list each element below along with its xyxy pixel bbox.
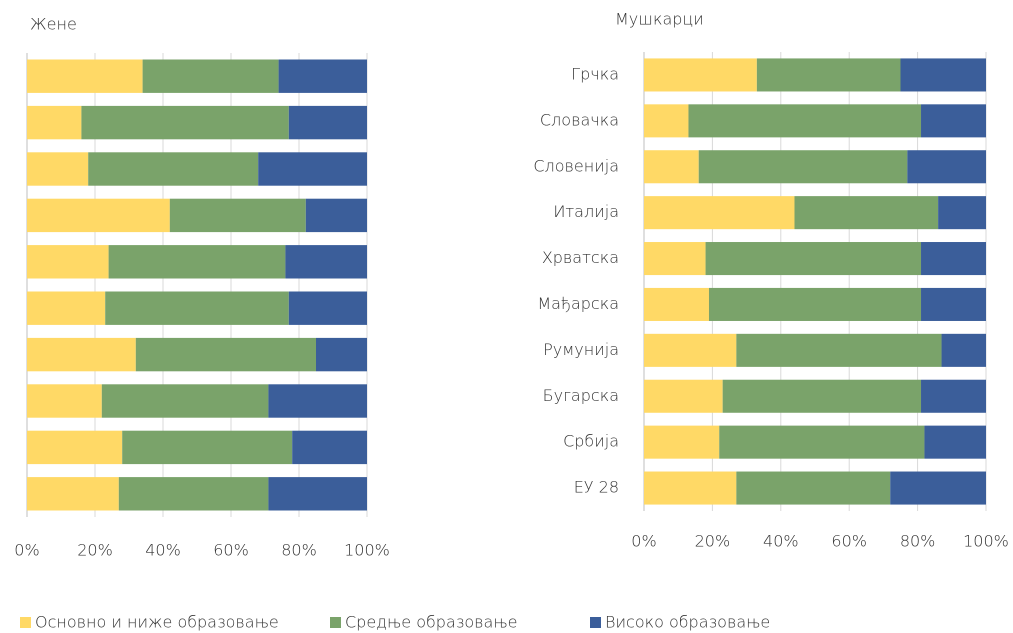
y-tick-label: Словачка [540, 110, 619, 129]
y-tick-label: ЕУ 28 [574, 478, 619, 497]
bar-segment [644, 333, 737, 367]
legend-label: Високо образовање [605, 613, 770, 632]
legend-label: Основно и ниже образовање [35, 613, 279, 632]
bar-segment [292, 430, 367, 465]
bar-segment [794, 196, 939, 230]
bar-segment [921, 287, 986, 321]
x-tick-label: 60% [831, 532, 867, 551]
x-tick-label: 60% [213, 541, 249, 560]
bar-segment [644, 471, 737, 505]
x-tick-label: 100% [963, 532, 1009, 551]
bar-segment [907, 150, 986, 184]
bar-segment [135, 337, 316, 372]
bar-segment [921, 104, 986, 138]
bar-segment [288, 105, 367, 140]
legend-swatch [330, 617, 341, 628]
legend-swatch [20, 617, 31, 628]
bar-segment [890, 471, 986, 505]
bar-segment [305, 198, 367, 233]
bar-segment [122, 430, 293, 465]
y-tick-label: Хрватска [542, 248, 619, 267]
bar-segment [88, 152, 259, 186]
legend-label: Средње образовање [345, 613, 517, 632]
bar-segment [698, 150, 908, 184]
x-tick-label: 20% [695, 532, 731, 551]
bar-segment [105, 291, 289, 325]
y-tick-label: Румунија [543, 340, 619, 359]
y-tick-label: Словенија [533, 156, 619, 175]
bar-segment [278, 59, 367, 93]
bar-segment [938, 196, 986, 230]
bar-segment [27, 291, 106, 325]
bar-segment [924, 425, 986, 459]
bar-segment [258, 152, 367, 186]
bar-segment [27, 59, 143, 93]
bar-segment [27, 430, 123, 465]
bar-segment [644, 150, 699, 184]
bar-segment [921, 379, 986, 413]
bar-segment [705, 242, 922, 276]
x-tick-label: 40% [763, 532, 799, 551]
bar-segment [756, 58, 901, 92]
bar-segment [736, 471, 891, 505]
chart-title: Жене [30, 15, 77, 34]
bar-segment [921, 242, 986, 276]
bar-segment [118, 477, 269, 511]
bar-segment [316, 337, 367, 372]
y-tick-label: Италија [553, 202, 619, 221]
bar-segment [108, 245, 286, 279]
bar-segment [719, 425, 925, 459]
chart-title: Мушкарци [615, 10, 704, 29]
bar-segment [288, 291, 367, 325]
bar-segment [708, 287, 922, 321]
bar-segment [27, 477, 119, 511]
bar-segment [644, 58, 757, 92]
legend-swatch [590, 617, 601, 628]
bar-segment [27, 337, 136, 372]
x-tick-label: 100% [344, 541, 390, 560]
bar-segment [736, 333, 942, 367]
bar-segment [644, 379, 723, 413]
bar-segment [27, 105, 82, 140]
y-tick-label: Бугарска [543, 386, 619, 405]
x-tick-label: 80% [281, 541, 317, 560]
bar-segment [27, 384, 102, 418]
bar-segment [268, 384, 367, 418]
bar-segment [644, 196, 795, 230]
bar-segment [169, 198, 306, 233]
bar-segment [722, 379, 922, 413]
bar-segment [688, 104, 922, 138]
x-tick-label: 80% [900, 532, 936, 551]
bar-segment [27, 198, 170, 233]
bar-segment [27, 245, 109, 279]
x-tick-label: 0% [14, 541, 39, 560]
bar-segment [644, 287, 709, 321]
x-tick-label: 0% [631, 532, 656, 551]
bar-segment [941, 333, 986, 367]
bar-segment [101, 384, 269, 418]
bar-segment [142, 59, 279, 93]
bar-segment [27, 152, 89, 186]
x-tick-label: 20% [77, 541, 113, 560]
bar-segment [268, 477, 367, 511]
bar-segment [644, 104, 689, 138]
bar-segment [81, 105, 289, 140]
bar-segment [644, 242, 706, 276]
bar-segment [644, 425, 720, 459]
bar-segment [900, 58, 986, 92]
y-tick-label: Мађарска [537, 294, 619, 313]
y-tick-label: Грчка [571, 64, 619, 83]
y-tick-label: Србија [563, 432, 619, 451]
bar-segment [285, 245, 367, 279]
x-tick-label: 40% [145, 541, 181, 560]
